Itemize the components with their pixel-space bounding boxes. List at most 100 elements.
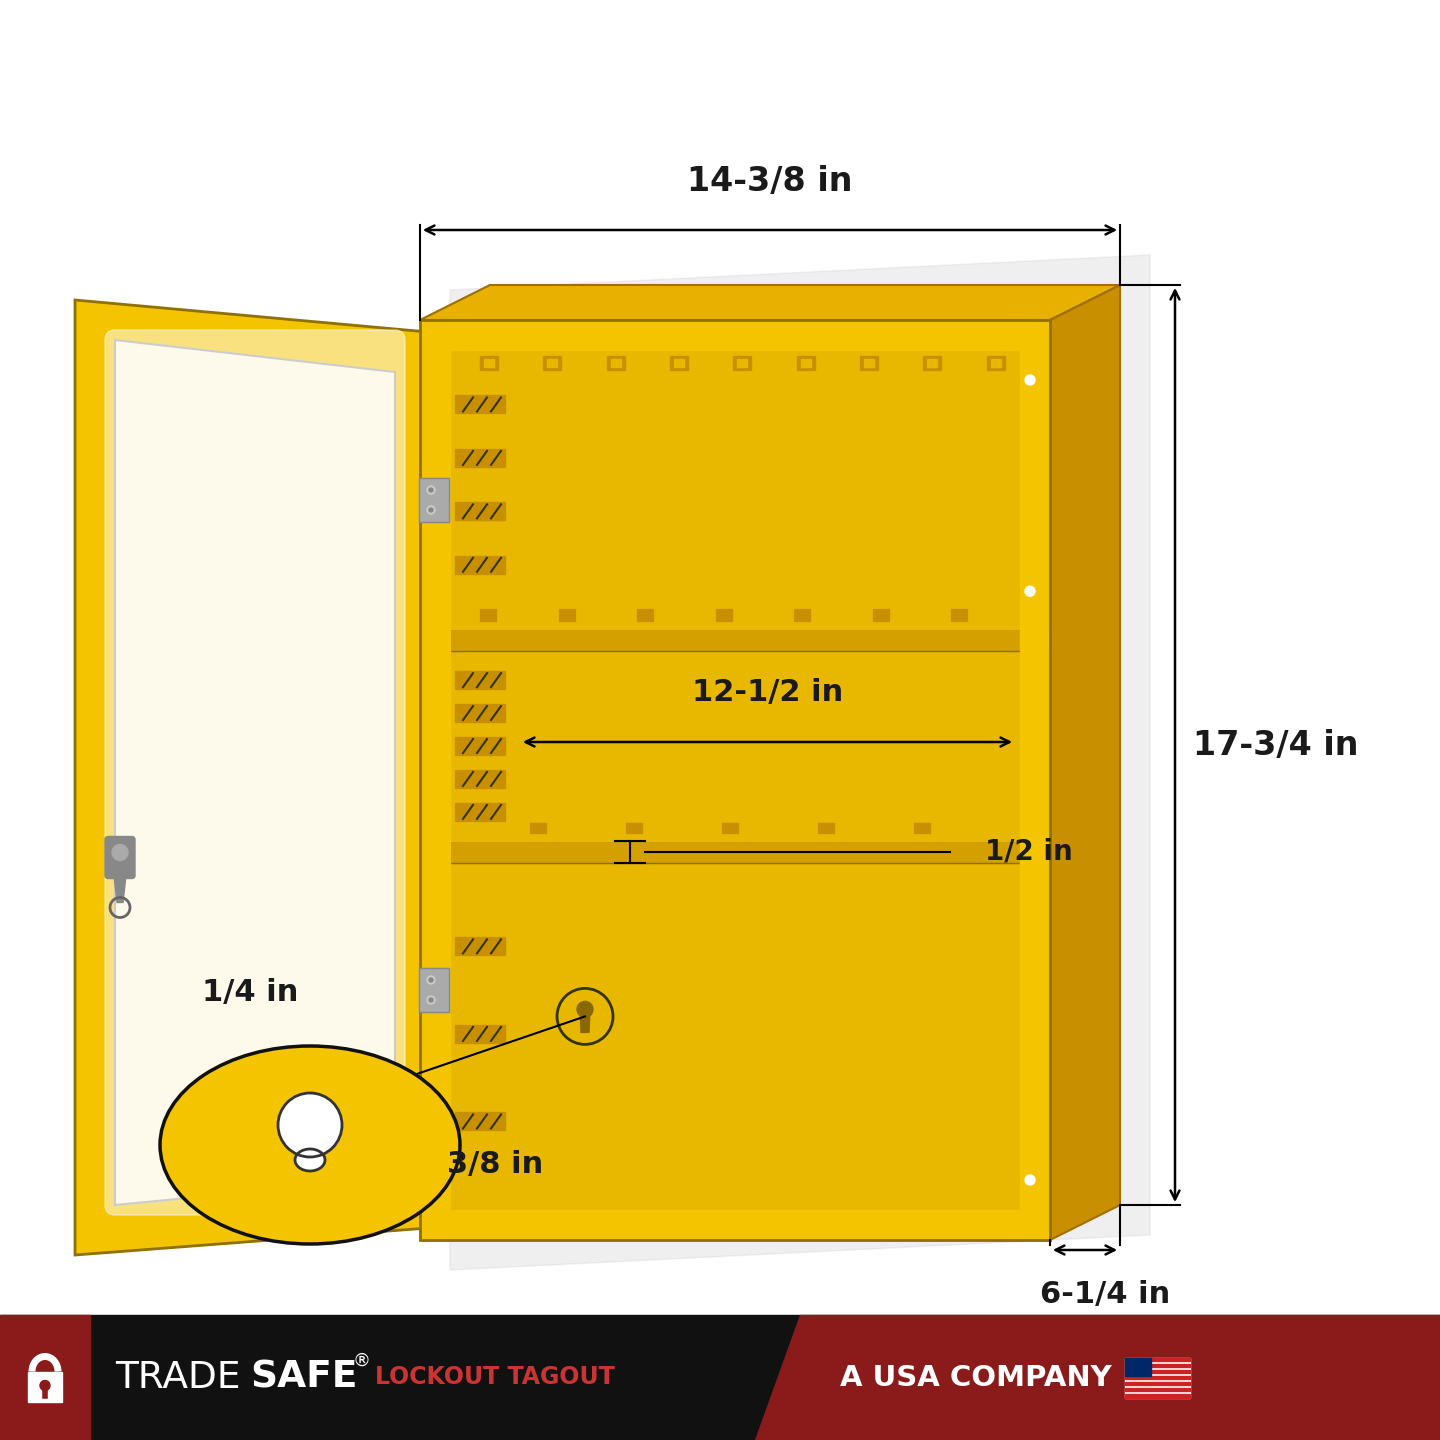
Bar xyxy=(455,503,505,520)
Circle shape xyxy=(428,487,435,494)
Circle shape xyxy=(429,998,433,1002)
Bar xyxy=(626,822,642,832)
Bar xyxy=(1125,1358,1189,1361)
Bar xyxy=(1125,1394,1189,1397)
Bar xyxy=(484,359,494,367)
Bar xyxy=(559,609,575,621)
Polygon shape xyxy=(449,255,1151,1270)
Bar xyxy=(480,609,495,621)
Bar xyxy=(419,968,449,1012)
Bar xyxy=(1020,320,1050,1240)
Bar xyxy=(716,609,732,621)
Bar xyxy=(923,356,942,370)
Bar xyxy=(420,320,1050,350)
Bar xyxy=(420,320,1050,1240)
Bar xyxy=(530,822,546,832)
Bar xyxy=(419,478,449,523)
Text: LOCKOUT TAGOUT: LOCKOUT TAGOUT xyxy=(374,1365,615,1390)
Bar xyxy=(455,737,505,755)
Bar xyxy=(449,629,1050,651)
Bar xyxy=(721,822,737,832)
Bar xyxy=(455,937,505,955)
Bar xyxy=(670,356,688,370)
Bar xyxy=(420,320,1050,1240)
Bar xyxy=(449,629,1050,651)
Bar xyxy=(420,1210,1050,1240)
Circle shape xyxy=(112,844,128,861)
Bar xyxy=(455,556,505,573)
Bar xyxy=(449,841,1050,863)
Circle shape xyxy=(428,996,435,1004)
Text: 12-1/2 in: 12-1/2 in xyxy=(691,678,844,707)
Circle shape xyxy=(278,1093,343,1156)
Bar xyxy=(864,359,874,367)
FancyBboxPatch shape xyxy=(105,837,135,878)
Circle shape xyxy=(40,1381,50,1391)
Text: ®: ® xyxy=(351,1352,370,1369)
Polygon shape xyxy=(1050,285,1120,1240)
Circle shape xyxy=(1020,370,1040,390)
Bar xyxy=(455,449,505,467)
Bar xyxy=(455,704,505,721)
Text: SAFE: SAFE xyxy=(251,1359,357,1395)
Bar xyxy=(419,968,449,1012)
Text: 3/8 in: 3/8 in xyxy=(446,1151,543,1179)
Polygon shape xyxy=(75,300,428,1256)
Bar xyxy=(860,356,878,370)
Text: TRADE: TRADE xyxy=(115,1359,240,1395)
Text: 1/2 in: 1/2 in xyxy=(985,838,1073,865)
Bar xyxy=(1125,1358,1189,1397)
Circle shape xyxy=(429,508,433,513)
Bar xyxy=(547,359,557,367)
Bar xyxy=(455,1025,505,1043)
Bar xyxy=(952,609,968,621)
Bar xyxy=(795,609,811,621)
Bar xyxy=(1125,1377,1189,1380)
Bar xyxy=(0,1315,1440,1440)
Circle shape xyxy=(1020,1169,1040,1189)
Bar xyxy=(449,841,1050,863)
Circle shape xyxy=(1020,582,1040,602)
Bar xyxy=(801,359,811,367)
Circle shape xyxy=(1025,374,1035,384)
Bar xyxy=(1125,1382,1189,1385)
Circle shape xyxy=(1025,1175,1035,1185)
Bar xyxy=(455,671,505,690)
Circle shape xyxy=(429,488,433,492)
Bar xyxy=(27,1371,62,1401)
Bar xyxy=(419,478,449,523)
Bar xyxy=(606,356,625,370)
Bar xyxy=(986,356,1005,370)
Bar xyxy=(420,320,451,1240)
Polygon shape xyxy=(755,1315,1440,1440)
Text: 1/4 in: 1/4 in xyxy=(202,978,298,1007)
Bar xyxy=(674,359,684,367)
Bar xyxy=(796,356,815,370)
Bar xyxy=(455,396,505,413)
Bar xyxy=(543,356,562,370)
Circle shape xyxy=(1025,586,1035,596)
Polygon shape xyxy=(420,285,1120,320)
Polygon shape xyxy=(580,1009,590,1032)
Text: 14-3/8 in: 14-3/8 in xyxy=(687,166,852,199)
Text: A USA COMPANY: A USA COMPANY xyxy=(840,1364,1112,1391)
Circle shape xyxy=(429,978,433,982)
Bar xyxy=(455,1113,505,1130)
Bar xyxy=(991,359,1001,367)
Bar xyxy=(0,1315,91,1440)
Bar xyxy=(480,356,498,370)
Bar xyxy=(914,822,930,832)
Circle shape xyxy=(428,505,435,514)
Bar xyxy=(1125,1364,1189,1367)
Bar xyxy=(873,609,888,621)
Bar xyxy=(1125,1358,1151,1375)
Ellipse shape xyxy=(160,1045,459,1244)
Ellipse shape xyxy=(295,1149,325,1171)
Bar xyxy=(611,359,621,367)
Bar xyxy=(927,359,937,367)
FancyBboxPatch shape xyxy=(105,330,405,1215)
Circle shape xyxy=(428,976,435,984)
Bar xyxy=(737,359,747,367)
Polygon shape xyxy=(114,876,127,903)
Bar xyxy=(449,624,1050,629)
